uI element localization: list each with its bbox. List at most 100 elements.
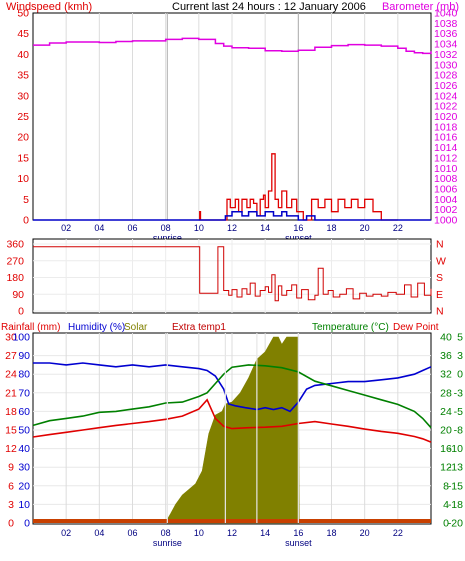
barometer-axis-label: Barometer (mb) [382, 1, 459, 13]
barometer-tick-label: 1004 [434, 194, 458, 206]
dewpoint-line [32, 398, 432, 443]
x-tick-label: 16 [293, 223, 303, 233]
rainfall-tick-label: 6 [8, 480, 14, 492]
humidity-tick-label: 10 [18, 499, 30, 511]
windspeed-axis-ticks: 0 5 10 15 20 25 30 35 40 45 50 [17, 8, 29, 227]
x-tick-label: 02 [61, 223, 71, 233]
rainfall-tick-label: 0 [8, 518, 14, 530]
temperature-humidity-series [32, 336, 432, 524]
dewpoint-tick-label: -10 [448, 443, 463, 455]
barometer-tick-label: 1028 [434, 70, 458, 82]
temperature-tick-label: 16 [440, 443, 452, 455]
wind-direction-series [33, 246, 432, 302]
rainfall-axis-ticks: 0 3 6 9 12 15 18 21 24 27 30 [5, 332, 17, 530]
humidity-tick-label: 90 [18, 350, 30, 362]
barometer-tick-label: 1020 [434, 111, 458, 123]
barometer-tick-label: 1000 [434, 215, 458, 227]
humidity-tick-label: 60 [18, 406, 30, 418]
temperature-axis-ticks: 0 4 8 12 16 20 24 28 32 36 40 [440, 332, 452, 530]
dewpoint-tick-label: 5 [457, 332, 463, 344]
barometer-tick-label: 1010 [434, 163, 458, 175]
degree-tick-label: 360 [6, 239, 24, 251]
rainfall-tick-label: 15 [5, 425, 17, 437]
humidity-tick-label: 100 [12, 332, 30, 344]
temperature-humidity-sun-lines [166, 333, 299, 523]
barometer-tick-label: 1034 [434, 39, 458, 51]
temperature-tick-label: 24 [440, 406, 452, 418]
windspeed-tick-label: 10 [17, 173, 29, 185]
x-tick-label: 08 [161, 223, 171, 233]
x-tick-label: 22 [393, 223, 403, 233]
dewpoint-axis-label: Dew Point [393, 322, 439, 333]
x-tick-label: 10 [194, 223, 204, 233]
windspeed-tick-label: 20 [17, 132, 29, 144]
dewpoint-tick-label: -8 [454, 425, 463, 437]
compass-tick-label: W [436, 255, 446, 267]
temperature-tick-label: 12 [440, 462, 452, 474]
barometer-tick-label: 1038 [434, 18, 458, 30]
barometer-tick-label: 1040 [434, 8, 458, 20]
humidity-axis-ticks: 0 10 20 30 40 50 60 70 80 90 100 [12, 332, 30, 530]
barometer-tick-label: 1016 [434, 132, 458, 144]
temperature-axis-label: Temperature (°C) [312, 322, 389, 333]
temperature-tick-label: 8 [443, 480, 449, 492]
barometer-line [33, 37, 432, 55]
humidity-tick-label: 0 [24, 518, 30, 530]
extra-temp-axis-label: Extra temp1 [172, 322, 226, 333]
temperature-line [32, 364, 432, 429]
windspeed-tick-label: 35 [17, 70, 29, 82]
temperature-tick-label: 28 [440, 387, 452, 399]
wind-line [33, 210, 431, 221]
temperature-tick-label: 4 [443, 499, 449, 511]
humidity-tick-label: 70 [18, 387, 30, 399]
rainfall-tick-label: 3 [8, 499, 14, 511]
rainfall-tick-label: 21 [5, 387, 17, 399]
compass-tick-label: E [436, 289, 443, 301]
wind-direction-line [33, 246, 432, 302]
temperature-humidity-x-ticks: 02 04 06 08 10 12 14 16 18 20 22 [61, 528, 403, 538]
barometer-tick-label: 1032 [434, 49, 458, 61]
barometer-tick-label: 1024 [434, 90, 458, 102]
degree-tick-label: 90 [12, 289, 24, 301]
barometer-tick-label: 1014 [434, 142, 458, 154]
dewpoint-tick-label: -13 [448, 462, 463, 474]
wind-barometer-sun-lines [166, 13, 299, 220]
barometer-tick-label: 1012 [434, 152, 458, 164]
windspeed-tick-label: 25 [17, 111, 29, 123]
humidity-tick-label: 40 [18, 443, 30, 455]
dewpoint-tick-label: -18 [448, 499, 463, 511]
x-tick-label: 20 [360, 223, 370, 233]
temperature-tick-label: 20 [440, 425, 452, 437]
x-tick-label: 20 [360, 528, 370, 538]
x-tick-label: 22 [393, 528, 403, 538]
x-tick-label: 14 [260, 528, 270, 538]
compass-tick-label: S [436, 272, 443, 284]
x-tick-label: 06 [127, 528, 137, 538]
humidity-axis-label: Humidity (%) [68, 322, 125, 333]
humidity-tick-label: 50 [18, 425, 30, 437]
sunrise-label: sunrise [153, 538, 182, 548]
degree-tick-label: 0 [18, 306, 24, 318]
barometer-tick-label: 1036 [434, 28, 458, 40]
x-tick-label: 12 [227, 223, 237, 233]
windspeed-tick-label: 40 [17, 49, 29, 61]
barometer-tick-label: 1018 [434, 121, 458, 133]
rainfall-bar [33, 519, 431, 523]
compass-tick-label: N [436, 239, 444, 251]
windspeed-tick-label: 45 [17, 28, 29, 40]
dewpoint-tick-label: -5 [454, 406, 463, 418]
solar-axis-label: Solar [124, 322, 148, 333]
sunset-label: sunset [285, 538, 312, 548]
humidity-tick-label: 20 [18, 480, 30, 492]
rainfall-tick-label: 18 [5, 406, 17, 418]
x-tick-label: 16 [293, 528, 303, 538]
wind-barometer-series [33, 37, 432, 221]
solar-area [167, 336, 300, 524]
degree-tick-label: 180 [6, 272, 24, 284]
x-tick-label: 12 [227, 528, 237, 538]
dewpoint-axis-ticks: -20 -18 -15 -13 -10 -8 -5 -3 0 3 5 [448, 332, 463, 530]
humidity-line [33, 362, 432, 413]
